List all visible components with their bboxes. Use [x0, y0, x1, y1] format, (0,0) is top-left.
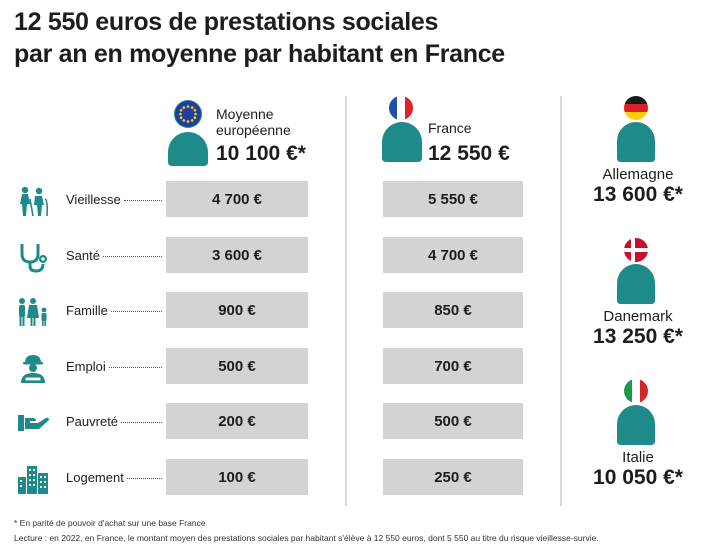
title-line-2: par an en moyenne par habitant en France — [14, 40, 505, 68]
buildings-icon — [16, 463, 50, 495]
page-title: 12 550 euros de prestations sociales par… — [14, 6, 505, 70]
category-label: Vieillesse — [66, 192, 121, 207]
france-value-cell: 5 550 € — [383, 181, 523, 217]
category-leader-line — [127, 478, 162, 479]
eu-value-cell: 100 € — [166, 459, 308, 495]
footnote-ppa: * En parité de pouvoir d'achat sur une b… — [14, 518, 206, 528]
category-label: Logement — [66, 470, 124, 485]
country-name: Italie — [622, 449, 654, 466]
title-line-1: 12 550 euros de prestations sociales — [14, 8, 439, 36]
france-person-icon — [382, 122, 422, 164]
category-label: Famille — [66, 303, 108, 318]
eu-value-cell: 500 € — [166, 348, 308, 384]
italy-flag-icon — [624, 379, 648, 403]
category-leader-line — [109, 367, 162, 368]
france-label: France — [428, 120, 472, 136]
category-row: Emploi — [10, 348, 170, 388]
denmark-flag-icon — [624, 238, 648, 262]
eu-value-cell: 200 € — [166, 403, 308, 439]
france-value-cell: 500 € — [383, 403, 523, 439]
eu-flag-icon — [175, 101, 201, 127]
france-value-cell: 4 700 € — [383, 237, 523, 273]
france-value-cell: 850 € — [383, 292, 523, 328]
country-person-icon — [617, 405, 655, 445]
divider-right — [560, 96, 562, 506]
eu-value-cell: 3 600 € — [166, 237, 308, 273]
germany-flag-icon — [624, 96, 648, 120]
country-block: Danemark 13 250 €* — [574, 308, 702, 349]
france-flag-icon — [389, 96, 413, 120]
france-value-cell: 700 € — [383, 348, 523, 384]
france-total-value: 12 550 € — [428, 142, 510, 165]
divider-left — [345, 96, 347, 506]
family-icon — [16, 296, 50, 328]
category-row: Logement — [10, 459, 170, 499]
country-name: Danemark — [603, 308, 673, 325]
eu-label-line-1: Moyenne — [216, 106, 274, 122]
category-label: Emploi — [66, 359, 106, 374]
category-row: Famille — [10, 292, 170, 332]
footnote-reading: Lecture : en 2022, en France, le montant… — [14, 533, 599, 543]
eu-label-line-2: européenne — [216, 122, 291, 138]
country-block: Italie 10 050 €* — [574, 449, 702, 490]
eu-value-cell: 4 700 € — [166, 181, 308, 217]
category-label: Santé — [66, 248, 100, 263]
stethoscope-icon — [16, 241, 50, 273]
country-total-value: 10 050 €* — [593, 466, 683, 489]
category-row: Santé — [10, 237, 170, 277]
france-value-cell: 250 € — [383, 459, 523, 495]
country-block: Allemagne 13 600 €* — [574, 166, 702, 207]
category-leader-line — [103, 256, 162, 257]
category-leader-line — [121, 422, 162, 423]
country-name: Allemagne — [602, 166, 674, 183]
eu-value-cell: 900 € — [166, 292, 308, 328]
category-label: Pauvreté — [66, 414, 119, 429]
country-total-value: 13 600 €* — [593, 183, 683, 206]
eu-total-value: 10 100 €* — [216, 142, 306, 165]
helping-hand-icon — [16, 407, 50, 439]
category-row: Pauvreté — [10, 403, 170, 443]
country-person-icon — [617, 264, 655, 304]
category-row: Vieillesse — [10, 181, 170, 221]
category-leader-line — [111, 311, 162, 312]
eu-person-icon — [166, 96, 210, 168]
country-total-value: 13 250 €* — [593, 325, 683, 348]
elderly-couple-icon — [16, 185, 50, 217]
country-person-icon — [617, 122, 655, 162]
worker-icon — [16, 352, 50, 384]
category-leader-line — [124, 200, 162, 201]
